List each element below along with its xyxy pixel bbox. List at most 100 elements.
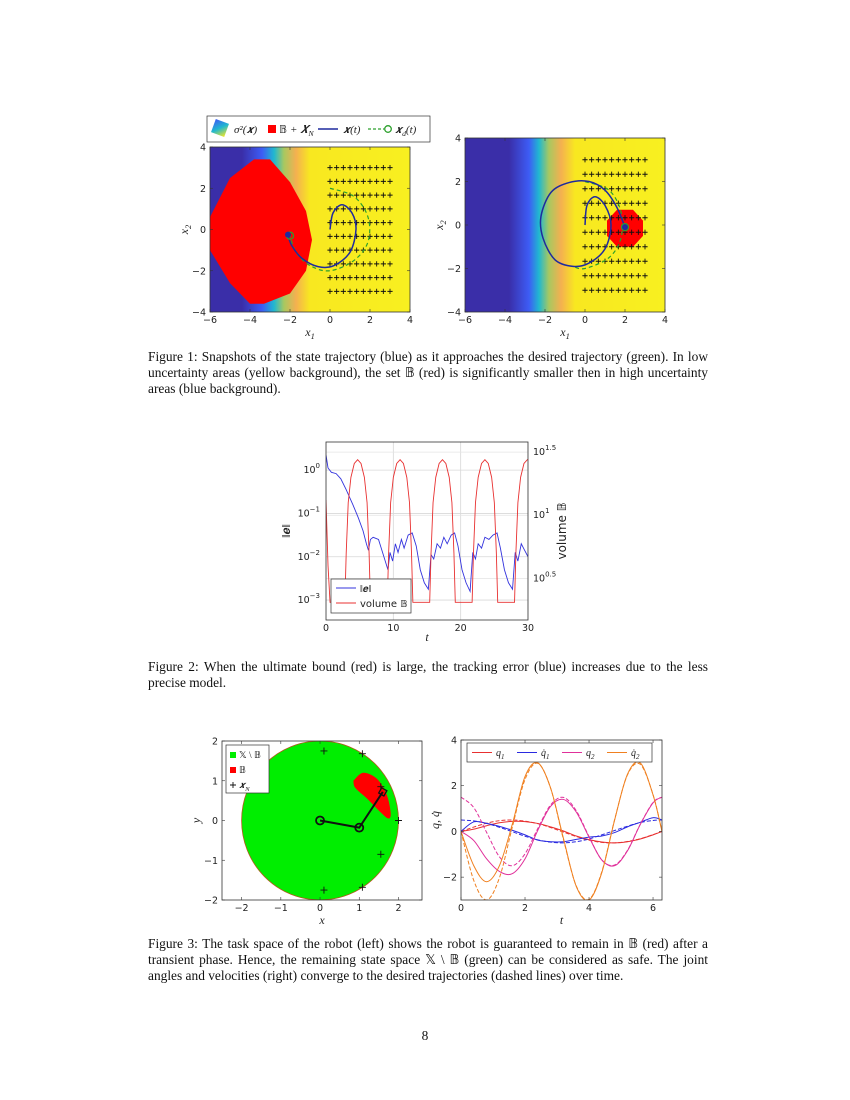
x-tick-label: −6 bbox=[458, 315, 472, 326]
training-point-marker bbox=[629, 186, 635, 192]
training-point-marker bbox=[374, 178, 380, 184]
tick-base: 10 bbox=[303, 465, 315, 476]
training-point-marker bbox=[629, 273, 635, 279]
desired-joint-curve bbox=[461, 819, 662, 844]
tick-exponent: −1 bbox=[310, 505, 320, 513]
tick-exponent: −2 bbox=[310, 549, 320, 557]
legend-label: q1 bbox=[496, 748, 505, 761]
figure-1-caption: Figure 1: Snapshots of the state traject… bbox=[148, 349, 708, 396]
legend-label: + 𝑿N bbox=[290, 124, 315, 138]
training-point-marker bbox=[615, 229, 621, 235]
training-point-marker bbox=[615, 186, 621, 192]
legend: σ²(𝒙) 𝔹 + 𝑿N 𝒙(t) 𝒙d(t) bbox=[206, 115, 431, 143]
training-point-marker bbox=[635, 186, 641, 192]
training-point-marker bbox=[367, 261, 373, 267]
training-point-marker bbox=[334, 275, 340, 281]
training-point-marker bbox=[340, 192, 346, 198]
x-tick-label: 0 bbox=[582, 315, 588, 326]
training-point-marker bbox=[354, 288, 360, 294]
training-point-marker bbox=[602, 171, 608, 177]
training-point-marker bbox=[360, 288, 366, 294]
training-point-marker bbox=[629, 287, 635, 293]
plot-area bbox=[241, 741, 402, 900]
legend-label-main: q bbox=[586, 748, 591, 759]
legend-box bbox=[330, 578, 412, 614]
page-number: 8 bbox=[421, 1028, 429, 1043]
legend-label-sub: 2 bbox=[636, 753, 640, 761]
training-point-marker bbox=[602, 215, 608, 221]
training-point-marker bbox=[387, 206, 393, 212]
training-point-marker bbox=[354, 261, 360, 267]
current-state-marker bbox=[285, 231, 291, 238]
tick-base: 10 bbox=[533, 510, 545, 521]
x-tick-label: 10 bbox=[387, 623, 399, 634]
y-axis-label-main: x bbox=[177, 228, 191, 235]
training-point-marker bbox=[609, 171, 615, 177]
y-tick-label: 2 bbox=[200, 184, 206, 195]
y-axis-label: q, q̇ bbox=[428, 811, 442, 829]
y-tick-label: 4 bbox=[451, 736, 457, 747]
plot-frame bbox=[460, 739, 663, 901]
training-point-marker bbox=[589, 171, 595, 177]
training-point-marker bbox=[595, 157, 601, 163]
training-point-marker bbox=[595, 171, 601, 177]
training-point-marker bbox=[380, 206, 386, 212]
training-point-marker bbox=[609, 200, 615, 206]
tick-base: 10 bbox=[298, 552, 310, 563]
training-point-marker bbox=[629, 157, 635, 163]
training-point-marker bbox=[387, 261, 393, 267]
training-point-marker bbox=[340, 206, 346, 212]
training-point-marker bbox=[380, 165, 386, 171]
x-axis-label-main: x bbox=[304, 325, 311, 339]
y-tick-label: −4 bbox=[447, 308, 461, 319]
training-point-marker bbox=[327, 261, 333, 267]
training-point-marker bbox=[340, 261, 346, 267]
y-tick-label: 2 bbox=[455, 177, 461, 188]
desired-joint-curve bbox=[461, 762, 662, 900]
training-point-marker bbox=[622, 171, 628, 177]
training-point-marker bbox=[347, 275, 353, 281]
x-axis-label: t bbox=[560, 913, 564, 927]
left-y-tick-label: 10−2 bbox=[298, 549, 320, 563]
legend-box bbox=[466, 742, 653, 763]
colormap-icon bbox=[211, 119, 229, 137]
plus-icon bbox=[230, 782, 236, 788]
x-tick-label: 0 bbox=[327, 315, 333, 326]
training-point-marker bbox=[374, 165, 380, 171]
training-point-marker bbox=[595, 229, 601, 235]
legend-label-main: + 𝑿 bbox=[290, 124, 311, 136]
training-point-marker bbox=[380, 247, 386, 253]
x-tick-label: 6 bbox=[650, 903, 656, 914]
x-tick-label: 4 bbox=[407, 315, 413, 326]
training-point-marker bbox=[354, 165, 360, 171]
training-point-marker bbox=[327, 247, 333, 253]
xn-point-marker bbox=[358, 883, 366, 891]
xn-point-marker bbox=[358, 750, 366, 758]
red-square-icon bbox=[268, 125, 276, 133]
training-point-marker bbox=[615, 287, 621, 293]
y-tick-label: 4 bbox=[200, 143, 206, 154]
training-point-marker bbox=[374, 288, 380, 294]
training-point-marker bbox=[340, 178, 346, 184]
legend-label: q̇2 bbox=[631, 748, 640, 761]
legend-label-main: q̇ bbox=[541, 748, 546, 759]
legend-label-sub: N bbox=[308, 129, 315, 138]
x-axis-label-main: x bbox=[318, 913, 325, 927]
legend-label-main: q̇ bbox=[631, 748, 636, 759]
x-tick-label: 20 bbox=[455, 623, 467, 634]
robot-joint bbox=[354, 822, 365, 833]
robot-joint bbox=[315, 815, 325, 826]
plot-area bbox=[461, 761, 662, 900]
training-point-marker bbox=[589, 200, 595, 206]
y-tick-label: −4 bbox=[192, 308, 206, 319]
training-point-marker bbox=[595, 258, 601, 264]
red-square-icon bbox=[230, 767, 236, 773]
training-point-marker bbox=[582, 287, 588, 293]
figure-2-caption: Figure 2: When the ultimate bound (red) … bbox=[148, 659, 708, 690]
y-tick-label: −2 bbox=[443, 873, 457, 884]
x-axis-label: x1 bbox=[304, 325, 315, 341]
x-tick-label: 0 bbox=[323, 623, 329, 634]
x-tick-label: −2 bbox=[235, 903, 249, 914]
y-axis-label-main: q, q̇ bbox=[428, 811, 442, 829]
legend-label: q2 bbox=[586, 748, 595, 761]
